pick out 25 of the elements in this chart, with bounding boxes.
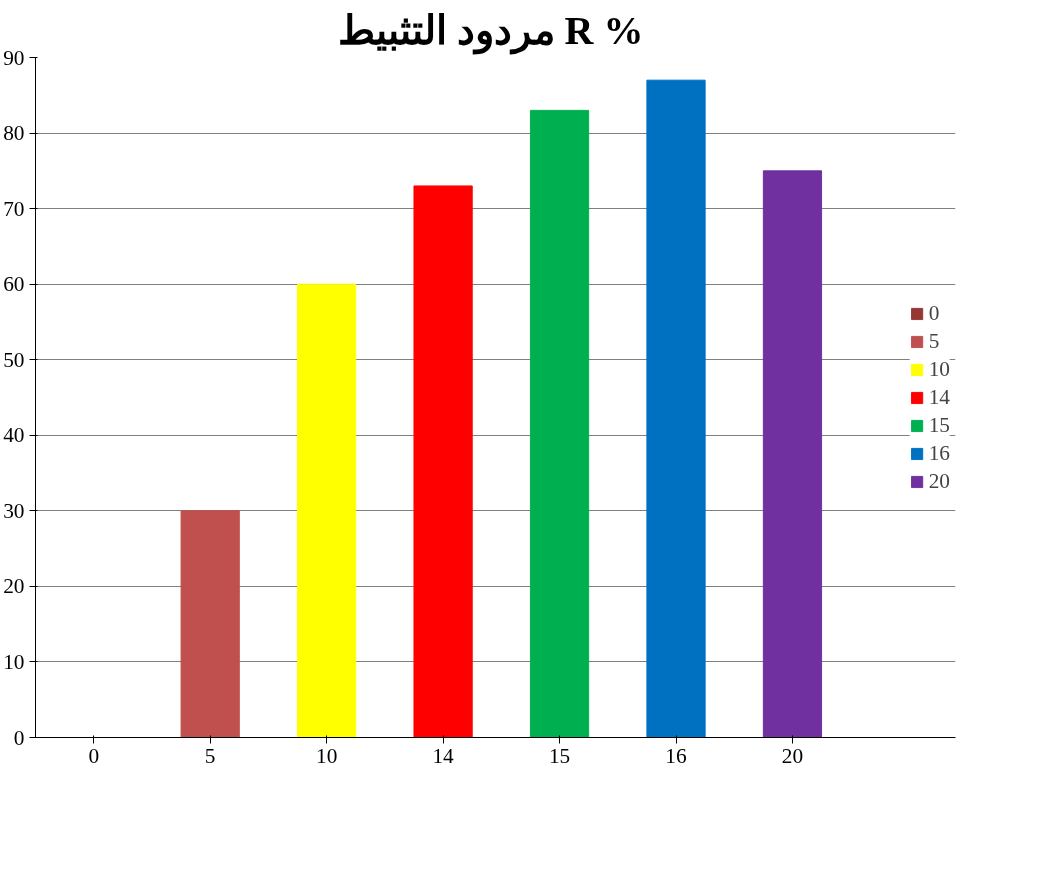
legend-label: 15 xyxy=(928,412,950,438)
legend-label: 10 xyxy=(928,356,950,382)
x-tick-label: 15 xyxy=(548,743,571,768)
legend-label: 20 xyxy=(928,468,950,494)
legend-label: 16 xyxy=(928,440,950,466)
y-tick-label: 30 xyxy=(3,498,25,523)
y-tick-label: 20 xyxy=(3,574,25,599)
x-tick-label: 20 xyxy=(781,743,804,768)
x-tick-label: 14 xyxy=(432,743,455,768)
legend-label: 14 xyxy=(928,384,950,410)
x-tick-label: 5 xyxy=(204,743,216,768)
x-tick-label: 10 xyxy=(315,743,338,768)
y-tick-label: 70 xyxy=(3,196,25,221)
y-tick-label: 40 xyxy=(3,423,25,448)
y-tick-label: 0 xyxy=(13,725,25,750)
x-tick-label: 16 xyxy=(665,743,688,768)
y-tick-label: 50 xyxy=(3,347,25,372)
legend-label: 0 xyxy=(928,300,941,326)
y-tick-label: 80 xyxy=(3,121,25,146)
chart-title: مردود التثبيط R % xyxy=(337,7,644,55)
legend-label: 5 xyxy=(928,328,941,354)
y-tick-label: 90 xyxy=(3,45,25,70)
x-tick-label: 0 xyxy=(88,743,100,768)
y-tick-label: 60 xyxy=(3,272,25,297)
y-tick-label: 10 xyxy=(3,649,25,674)
